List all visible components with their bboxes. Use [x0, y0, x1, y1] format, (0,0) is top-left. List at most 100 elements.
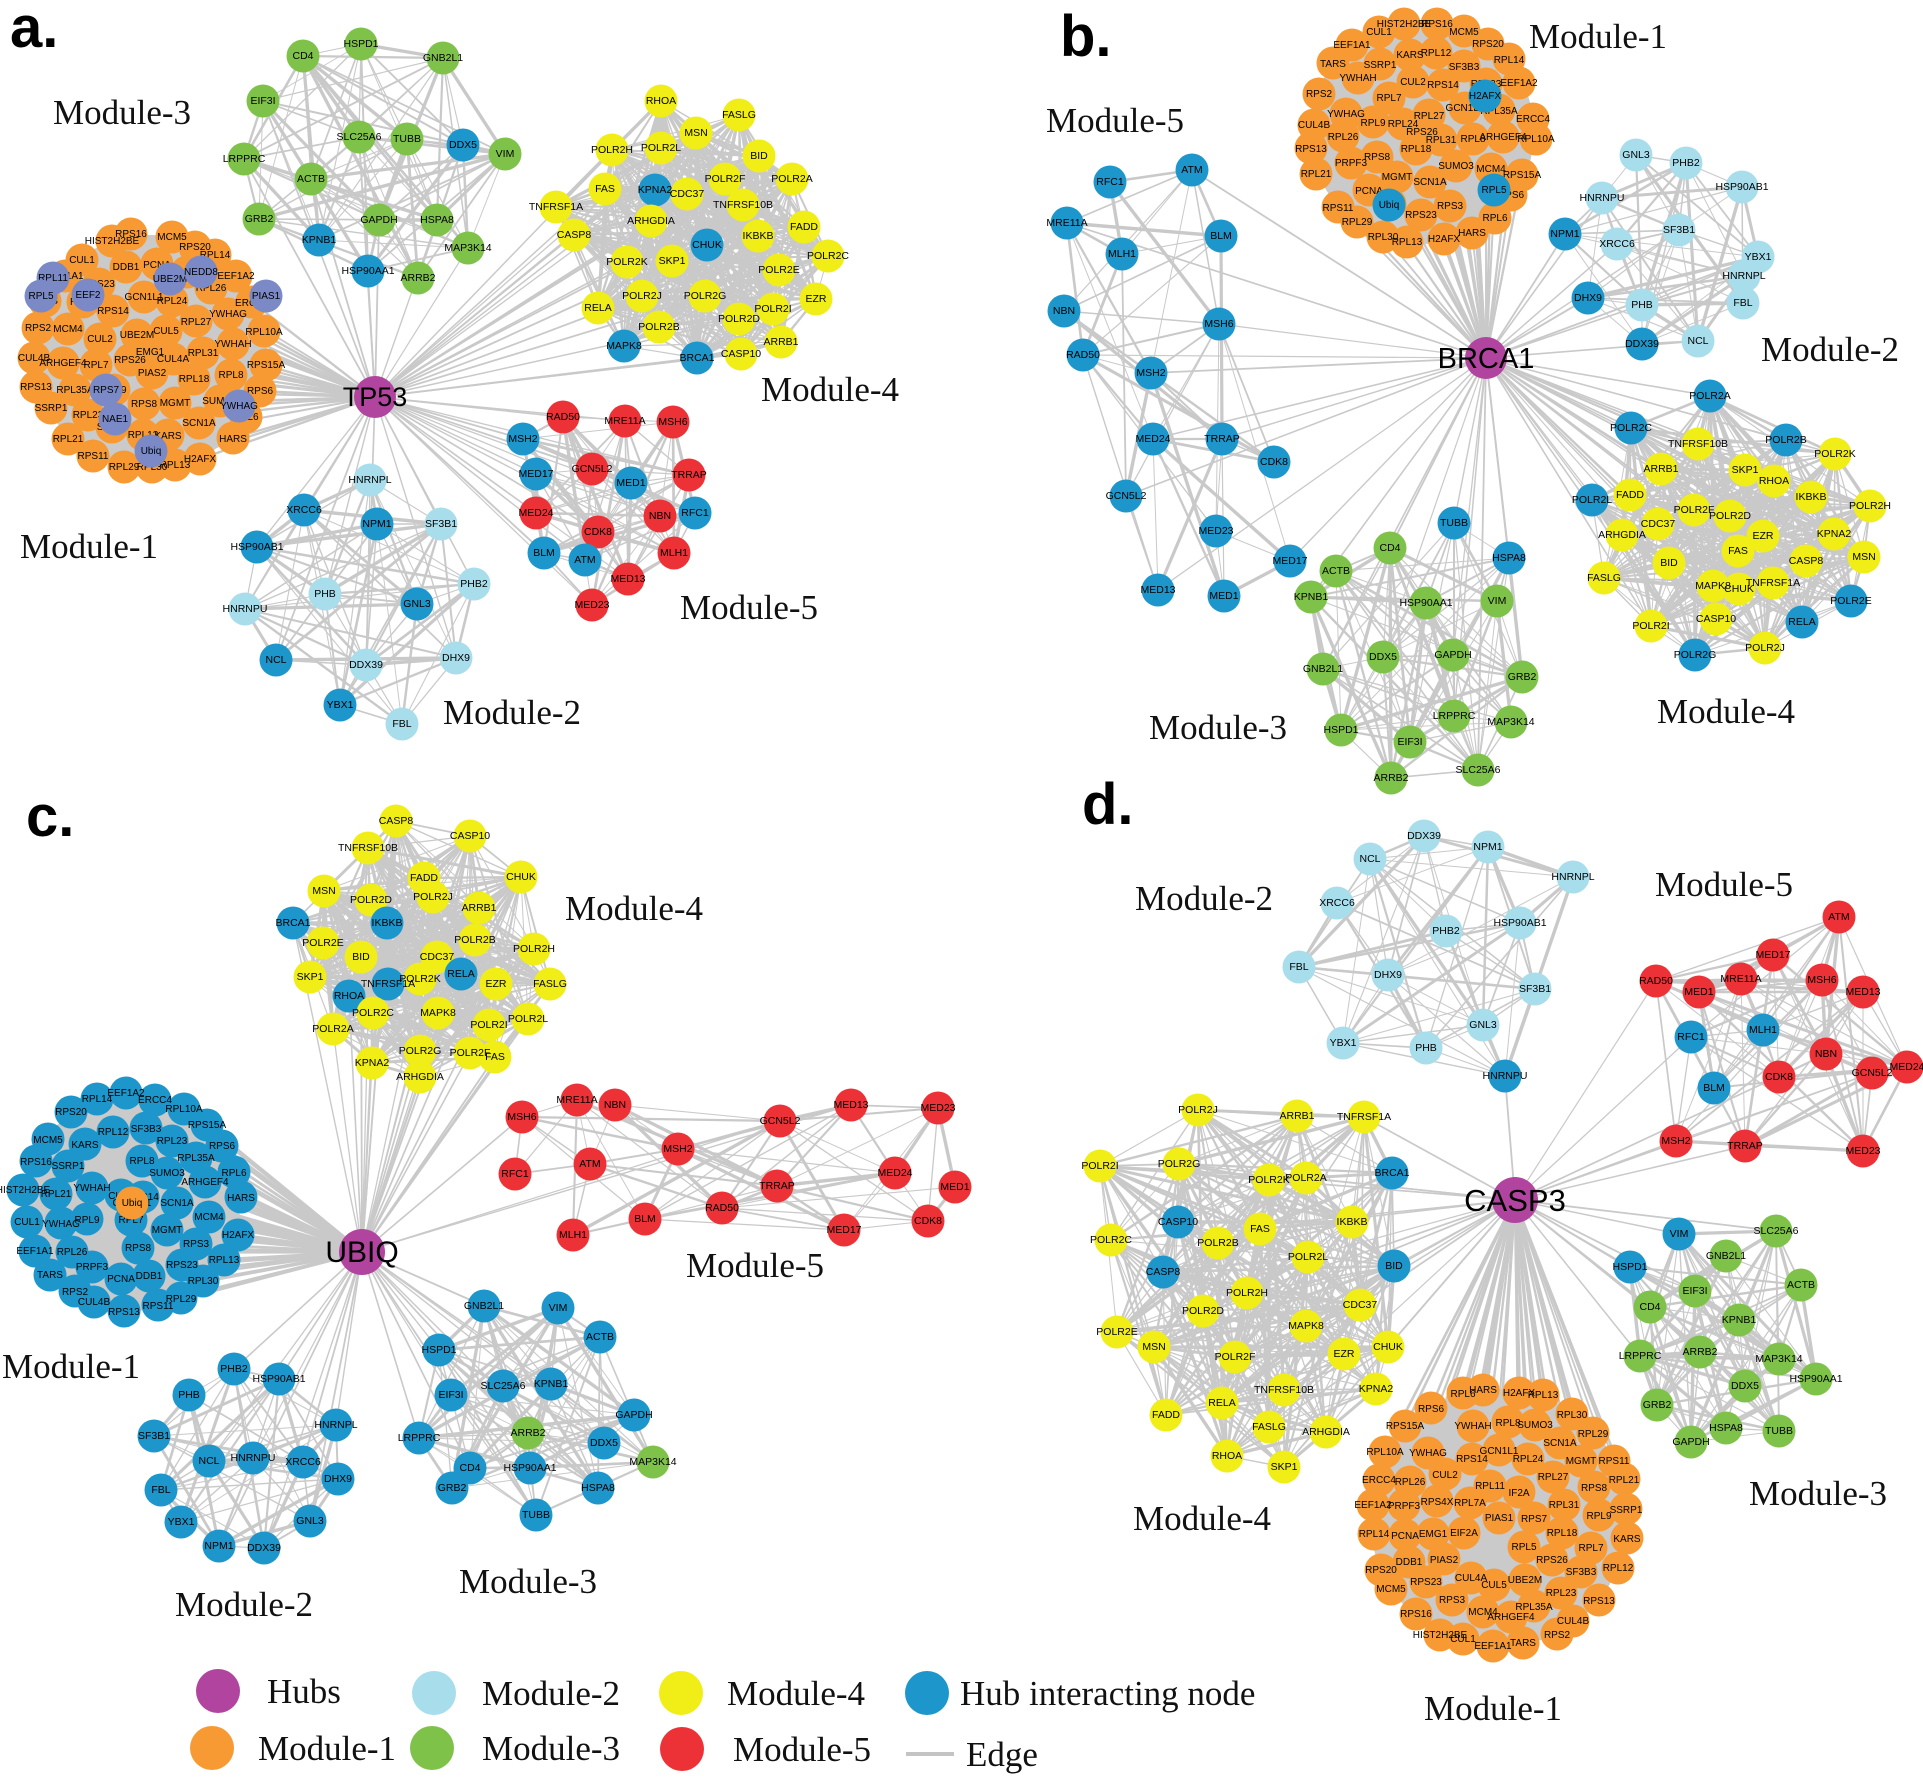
svg-text:LRPPRC: LRPPRC [1433, 710, 1476, 722]
svg-text:TNFRSF1A: TNFRSF1A [1337, 1111, 1391, 1123]
svg-text:RPS26: RPS26 [1536, 1555, 1568, 1566]
svg-text:RPS2: RPS2 [25, 323, 52, 334]
svg-text:DDX39: DDX39 [247, 1542, 281, 1554]
svg-text:SF3B3: SF3B3 [131, 1124, 162, 1135]
svg-text:DDX5: DDX5 [1731, 1380, 1759, 1392]
svg-text:NPM1: NPM1 [362, 518, 391, 530]
svg-text:RPS6: RPS6 [209, 1141, 236, 1152]
svg-text:LRPPRC: LRPPRC [398, 1432, 441, 1444]
svg-text:NCL: NCL [1359, 853, 1380, 865]
svg-text:TUBB: TUBB [522, 1509, 550, 1521]
svg-text:DHX9: DHX9 [442, 652, 470, 664]
svg-text:RPL29: RPL29 [1578, 1429, 1609, 1440]
svg-text:EIF3I: EIF3I [438, 1389, 463, 1401]
svg-text:POLR2A: POLR2A [1689, 390, 1730, 402]
svg-text:RFC1: RFC1 [1677, 1031, 1705, 1043]
svg-text:KPNA2: KPNA2 [1359, 1383, 1394, 1395]
svg-text:RPL7: RPL7 [1578, 1543, 1603, 1554]
svg-text:RPL7A: RPL7A [1454, 1498, 1486, 1509]
svg-text:MGMT: MGMT [152, 1225, 183, 1236]
svg-text:a.: a. [10, 0, 58, 60]
svg-text:RPS6: RPS6 [1418, 1404, 1445, 1415]
svg-text:POLR2J: POLR2J [1745, 642, 1785, 654]
svg-text:EZR: EZR [1334, 1348, 1355, 1360]
svg-text:GAPDH: GAPDH [1672, 1436, 1709, 1448]
svg-text:NAE1: NAE1 [102, 414, 129, 425]
svg-text:MCM4: MCM4 [1476, 164, 1506, 175]
svg-text:RPS15A: RPS15A [188, 1120, 227, 1131]
svg-text:PHB2: PHB2 [1432, 925, 1460, 937]
svg-text:KPNB1: KPNB1 [1722, 1314, 1757, 1326]
svg-text:ACTB: ACTB [1787, 1279, 1815, 1291]
svg-text:POLR2J: POLR2J [622, 290, 662, 302]
svg-text:POLR2E: POLR2E [1830, 595, 1871, 607]
svg-text:ARHGDIA: ARHGDIA [1302, 1426, 1350, 1438]
svg-text:SCN1A: SCN1A [182, 418, 216, 429]
svg-text:POLR2H: POLR2H [591, 144, 633, 156]
svg-text:PRPF3: PRPF3 [76, 1262, 109, 1273]
svg-text:RPL12: RPL12 [1421, 48, 1452, 59]
svg-text:MED17: MED17 [1272, 555, 1307, 567]
svg-text:HNRNPU: HNRNPU [1580, 192, 1625, 204]
svg-text:MED1: MED1 [1684, 986, 1713, 998]
svg-text:Module-2: Module-2 [482, 1674, 620, 1713]
svg-text:CHUK: CHUK [1373, 1341, 1403, 1353]
svg-text:PRPF3: PRPF3 [1388, 1501, 1421, 1512]
svg-text:HSPD1: HSPD1 [421, 1344, 456, 1356]
svg-text:HNRNPL: HNRNPL [348, 474, 391, 486]
svg-text:RHOA: RHOA [1759, 475, 1789, 487]
svg-text:Hubs: Hubs [267, 1672, 341, 1711]
svg-text:RFC1: RFC1 [501, 1168, 529, 1180]
svg-text:CASP8: CASP8 [557, 229, 592, 241]
svg-text:RPL10A: RPL10A [1366, 1447, 1404, 1458]
svg-text:RPL12: RPL12 [98, 1127, 129, 1138]
svg-text:SF3B1: SF3B1 [1663, 224, 1695, 236]
svg-text:RPL12: RPL12 [1603, 1563, 1634, 1574]
svg-text:SLC25A6: SLC25A6 [481, 1380, 526, 1392]
svg-text:CASP10: CASP10 [721, 348, 761, 360]
svg-text:TNFRSF10B: TNFRSF10B [1668, 438, 1728, 450]
svg-text:RPL9: RPL9 [1360, 118, 1385, 129]
svg-text:RHOA: RHOA [1212, 1450, 1242, 1462]
svg-text:RPL7: RPL7 [1376, 93, 1401, 104]
svg-text:LRPPRC: LRPPRC [1619, 1350, 1662, 1362]
svg-text:Hub interacting node: Hub interacting node [960, 1674, 1255, 1713]
svg-text:HSPA8: HSPA8 [1492, 552, 1526, 564]
svg-text:GNL3: GNL3 [403, 598, 431, 610]
svg-text:CASP3: CASP3 [1464, 1183, 1566, 1218]
svg-text:BID: BID [1660, 557, 1678, 569]
svg-text:SKP1: SKP1 [659, 255, 686, 267]
svg-text:ARRB1: ARRB1 [763, 336, 798, 348]
svg-text:POLR2K: POLR2K [1248, 1174, 1289, 1186]
svg-text:POLR2L: POLR2L [1288, 1251, 1328, 1263]
svg-text:FBL: FBL [1289, 961, 1308, 973]
svg-text:POLR2C: POLR2C [1610, 422, 1652, 434]
svg-text:CUL4A: CUL4A [1455, 1573, 1488, 1584]
svg-text:RPL30: RPL30 [1368, 232, 1399, 243]
svg-text:Module-4: Module-4 [565, 889, 703, 928]
svg-text:MSN: MSN [684, 127, 707, 139]
svg-text:POLR2J: POLR2J [1178, 1104, 1218, 1116]
svg-text:POLR2L: POLR2L [1572, 494, 1612, 506]
svg-text:MSH2: MSH2 [1136, 367, 1165, 379]
svg-text:NBN: NBN [1053, 305, 1075, 317]
svg-text:HNRNPL: HNRNPL [314, 1419, 357, 1431]
svg-text:HARS: HARS [227, 1193, 255, 1204]
svg-text:FAS: FAS [485, 1051, 505, 1063]
svg-text:CDC37: CDC37 [1343, 1299, 1378, 1311]
svg-text:MED24: MED24 [518, 507, 553, 519]
svg-text:GCN5L2: GCN5L2 [1852, 1067, 1893, 1079]
svg-text:HNRNPU: HNRNPU [223, 603, 268, 615]
svg-text:POLR2L: POLR2L [641, 142, 681, 154]
svg-text:POLR2A: POLR2A [1285, 1172, 1326, 1184]
svg-text:Module-5: Module-5 [1655, 865, 1793, 904]
svg-text:POLR2E: POLR2E [302, 937, 343, 949]
svg-text:DHX9: DHX9 [324, 1473, 352, 1485]
svg-text:RPL9: RPL9 [74, 1215, 99, 1226]
svg-text:Module-2: Module-2 [1761, 330, 1899, 369]
svg-text:MCM5: MCM5 [1449, 27, 1479, 38]
svg-text:ARHGDIA: ARHGDIA [1598, 529, 1646, 541]
svg-text:RPL24: RPL24 [157, 296, 188, 307]
svg-text:ARRB2: ARRB2 [400, 272, 435, 284]
svg-text:POLR2C: POLR2C [352, 1007, 394, 1019]
